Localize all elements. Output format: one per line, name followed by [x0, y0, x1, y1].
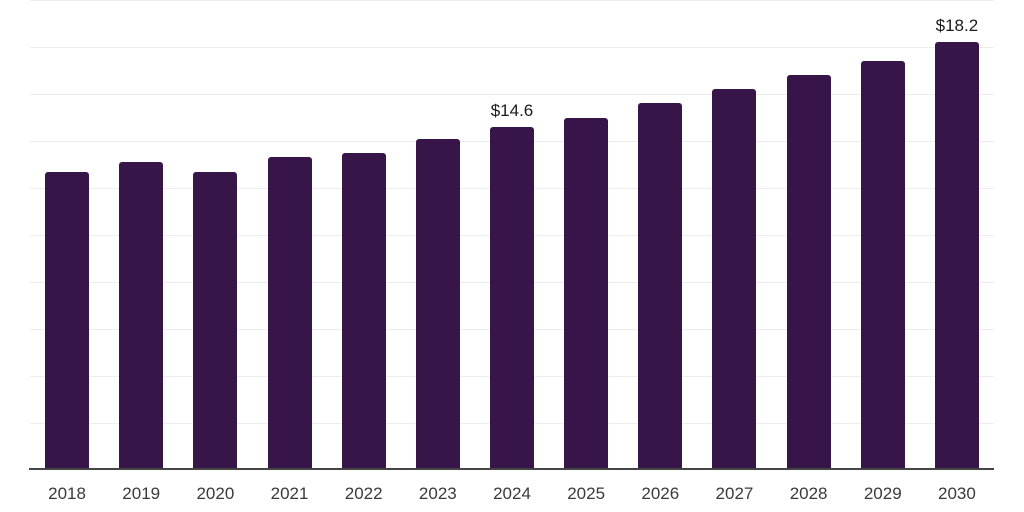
x-tick-label-2021: 2021: [270, 484, 309, 503]
bar-2024: [490, 126, 534, 470]
x-tick-label-2023: 2023: [418, 484, 457, 503]
bar-2030: [934, 42, 979, 470]
x-tick-label-2022: 2022: [344, 484, 383, 503]
bar-2026: [638, 103, 683, 470]
bar-2022: [341, 152, 386, 470]
bar-2028: [786, 75, 831, 470]
x-tick-label-2025: 2025: [567, 484, 606, 503]
x-tick-label-2019: 2019: [122, 484, 161, 503]
gridline: [30, 0, 994, 1]
x-tick-label-2027: 2027: [715, 484, 754, 503]
x-tick-label-2028: 2028: [789, 484, 828, 503]
x-tick-label-2029: 2029: [863, 484, 902, 503]
bar-2020: [193, 171, 238, 470]
plot-area: $14.6 $18.2: [30, 0, 994, 470]
x-tick-label-2018: 2018: [48, 484, 86, 503]
bar-2029: [860, 61, 905, 470]
bar-value-label-2024: $14.6: [490, 100, 534, 120]
gridline: [30, 47, 994, 48]
x-tick-label-2024: 2024: [493, 484, 531, 503]
x-axis-line: [29, 468, 994, 470]
gridline: [30, 94, 994, 95]
bar-value-label-2030: $18.2: [935, 16, 979, 36]
bar-2027: [712, 89, 757, 470]
bar-2023: [415, 138, 460, 470]
bar-2021: [267, 157, 312, 470]
x-tick-label-2030: 2030: [938, 484, 976, 503]
bar-2018: [45, 171, 90, 470]
bar-2019: [119, 162, 164, 470]
x-tick-label-2026: 2026: [641, 484, 680, 503]
x-tick-label-2020: 2020: [196, 484, 235, 503]
bar-2025: [564, 117, 609, 470]
